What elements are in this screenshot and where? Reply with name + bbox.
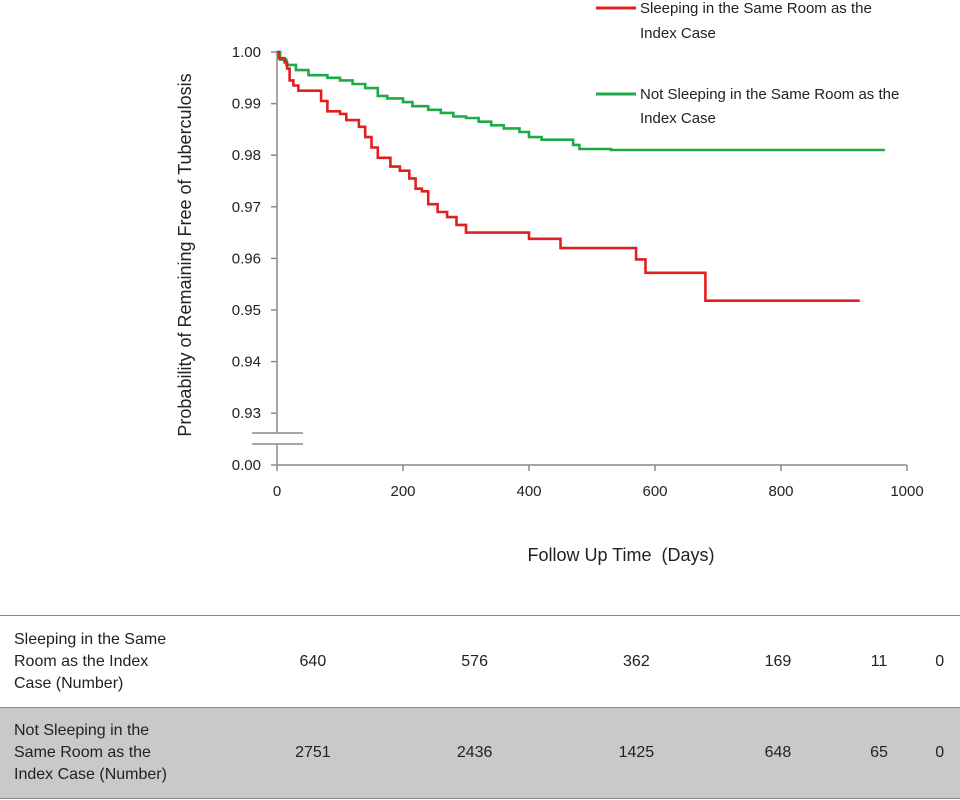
x-tick-label: 0 (273, 483, 281, 500)
y-tick-label: 1.00 (232, 44, 261, 61)
series-line-not-sleeping-same-room (277, 50, 885, 152)
legend-label-not-sleeping-same-room-line2: Index Case (640, 110, 716, 127)
y-tick-label: 0.99 (232, 96, 261, 113)
y-tick-label: 0.98 (232, 147, 261, 164)
x-tick-label: 400 (516, 483, 541, 500)
risk-count-cell: 576 (461, 652, 488, 670)
risk-row-label: Sleeping in the Same Room as the Index Cas… (0, 616, 232, 708)
risk-row-label-line: Same Room as the (14, 744, 151, 761)
y-tick-label: 0.94 (232, 354, 261, 371)
y-tick-label: 0.93 (232, 405, 261, 422)
x-tick-label: 200 (390, 483, 415, 500)
y-tick-label: 0.95 (232, 302, 261, 319)
series-layer (277, 50, 885, 302)
legend: Sleeping in the Same Room as the Index C… (596, 0, 899, 127)
risk-count-cell: 2436 (456, 744, 493, 761)
risk-row-label-line: Room as the Index (14, 652, 149, 670)
x-tick-label: 1000 (890, 483, 923, 500)
legend-label-sleeping-same-room-line1: Sleeping in the Same Room as the (640, 0, 872, 17)
y-ticks: 1.00 0.99 0.98 0.97 0.96 0.95 0.94 0.93 0.00 (232, 44, 277, 474)
risk-count-cell: 65 (870, 744, 888, 761)
risk-count-cell: 2751 (295, 744, 331, 761)
risk-row-label-line: Case (Number) (14, 674, 124, 692)
legend-label-sleeping-same-room-line2: Index Case (640, 25, 716, 42)
risk-count-cell: 169 (764, 652, 792, 670)
risk-row-label-line: Sleeping in the Same (14, 630, 167, 648)
risk-count-cell: 640 (299, 652, 327, 670)
y-tick-label: 0.96 (232, 250, 261, 267)
risk-row-label: Not Sleeping in the Same Room as the Index… (0, 708, 232, 799)
x-axis-title: Follow Up Time (Days) (527, 545, 714, 565)
x-tick-label: 600 (642, 483, 667, 500)
y-tick-label: 0.97 (232, 199, 261, 216)
risk-row-label-line: Not Sleeping in the (14, 722, 150, 739)
risk-count-cell: 1425 (618, 744, 655, 761)
risk-count-cell: 0 (935, 744, 945, 761)
y-tick-label: 0.00 (232, 457, 261, 474)
risk-row-label-line: Index Case (Number) (14, 766, 167, 783)
x-ticks: 0 200 400 600 800 1000 (273, 465, 924, 500)
risk-row-not-sleeping-same-room: Not Sleeping in the Same Room as the Index… (0, 707, 960, 799)
survival-chart: 1.00 0.99 0.98 0.97 0.96 0.95 0.94 0.93 0.00 0 20… (175, 0, 924, 565)
series-line-sleeping-same-room (277, 50, 860, 302)
risk-row-sleeping-same-room: Sleeping in the Same Room as the Index Cas… (0, 615, 960, 708)
number-at-risk-table: Sleeping in the Same Room as the Index Cas… (0, 615, 960, 799)
y-axis-title: Probability of Remaining Free of Tubercu… (175, 73, 195, 436)
risk-count-cell: 362 (623, 652, 650, 670)
legend-label-not-sleeping-same-room-line1: Not Sleeping in the Same Room as the (640, 86, 899, 103)
risk-count-cell: 648 (764, 744, 792, 761)
risk-count-cell: 11 (870, 652, 888, 670)
x-tick-label: 800 (768, 483, 793, 500)
risk-count-cell: 0 (935, 652, 945, 670)
